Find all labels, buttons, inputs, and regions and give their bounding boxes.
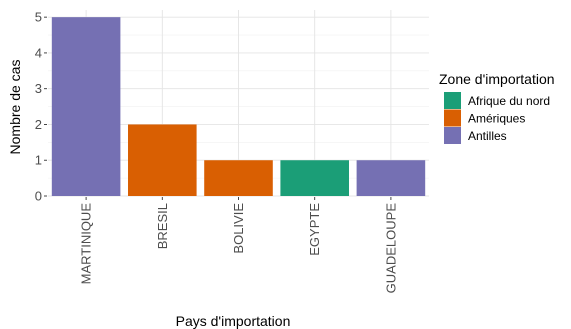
y-axis-ticks: 0 1 2 3 4 5 — [35, 10, 47, 204]
y-tick-label: 0 — [35, 189, 42, 204]
legend-label: Antilles — [468, 129, 507, 143]
legend: Zone d'importation Afrique du nord Amériq… — [439, 71, 555, 144]
bar-martinique — [51, 17, 121, 197]
x-axis-title: Pays d'importation — [176, 313, 291, 329]
x-tick-label: BRESIL — [155, 203, 170, 249]
x-tick-label: GUADELOUPE — [383, 203, 398, 294]
y-tick-label: 1 — [35, 153, 42, 168]
legend-key-am-riques — [444, 109, 461, 127]
y-tick-label: 4 — [35, 45, 42, 60]
bar-bolivie — [204, 160, 273, 196]
legend-key-antilles — [444, 127, 461, 144]
x-axis-ticks: MARTINIQUE BRESIL BOLIVIE EGYPTE GUADELOUPE — [79, 197, 398, 294]
y-axis-title: Nombre de cas — [7, 60, 23, 155]
legend-label: Afrique du nord — [468, 94, 550, 108]
bar-egypte — [280, 160, 349, 196]
y-tick-label: 3 — [35, 81, 42, 96]
y-tick-label: 2 — [35, 117, 42, 132]
y-tick-label: 5 — [35, 10, 42, 25]
x-tick-label: EGYPTE — [307, 203, 322, 256]
legend-label: Amériques — [468, 112, 525, 126]
bars — [51, 17, 426, 197]
x-tick-label: BOLIVIE — [231, 203, 246, 254]
bar-bresil — [128, 124, 197, 196]
x-tick-label: MARTINIQUE — [79, 203, 94, 285]
bar-guadeloupe — [356, 160, 426, 196]
legend-key-afrique-du-nord — [444, 92, 461, 109]
legend-title: Zone d'importation — [439, 71, 555, 87]
